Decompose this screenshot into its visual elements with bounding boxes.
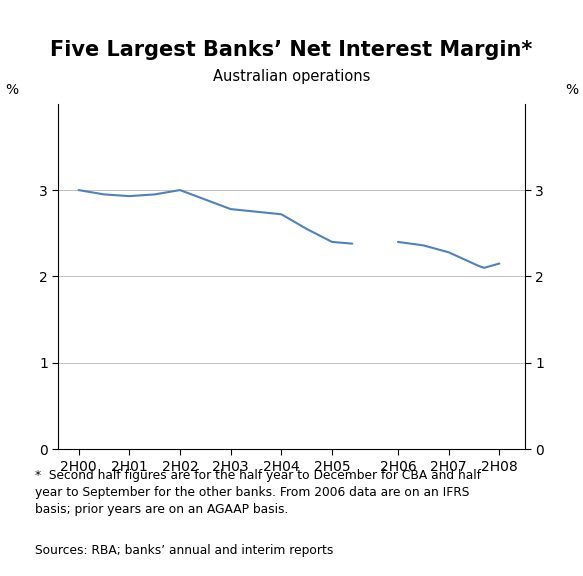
Text: Australian operations: Australian operations	[213, 69, 370, 84]
Text: *  Second half figures are for the half year to December for CBA and half
year t: * Second half figures are for the half y…	[35, 469, 481, 517]
Text: Five Largest Banks’ Net Interest Margin*: Five Largest Banks’ Net Interest Margin*	[50, 40, 533, 60]
Text: Sources: RBA; banks’ annual and interim reports: Sources: RBA; banks’ annual and interim …	[35, 544, 333, 558]
Text: %: %	[5, 83, 18, 97]
Text: %: %	[565, 83, 578, 97]
